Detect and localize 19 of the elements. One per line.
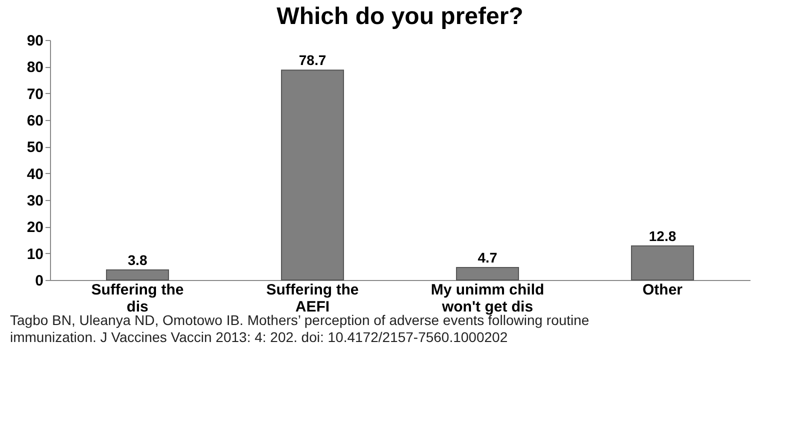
x-tick-label: Suffering the dis: [91, 282, 184, 316]
data-label: 78.7: [298, 52, 326, 68]
y-tick-label: 60: [26, 112, 44, 130]
y-tick-label: 70: [26, 86, 44, 103]
y-tick-label: 0: [35, 272, 44, 290]
y-tick-label: 10: [26, 246, 44, 263]
y-tick-label: 80: [26, 59, 44, 76]
chart-title: Which do you prefer?: [276, 3, 524, 30]
data-label: 4.7: [478, 249, 498, 266]
y-tick-label: 30: [26, 192, 44, 210]
x-tick-label: Suffering the AEFI: [266, 282, 359, 316]
y-tick-label: 40: [26, 166, 44, 183]
y-tick-label: 90: [26, 32, 44, 50]
data-label: 3.8: [128, 252, 148, 268]
x-tick-label: My unimm child won't get dis: [430, 282, 544, 316]
y-tick-label: 20: [26, 219, 44, 236]
x-tick-label: Other: [642, 282, 683, 298]
data-label: 12.8: [648, 228, 676, 244]
y-tick-label: 50: [26, 139, 44, 156]
